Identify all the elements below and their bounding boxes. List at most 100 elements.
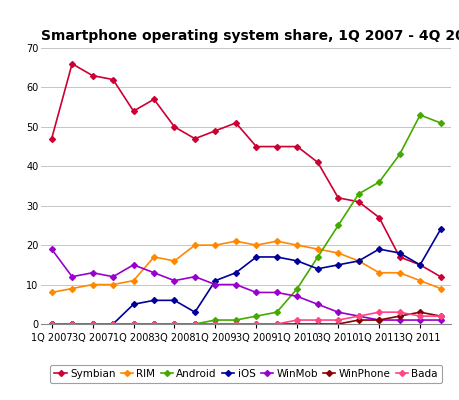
RIM bbox=[49, 290, 54, 295]
Symbian bbox=[110, 77, 116, 82]
iOS bbox=[335, 262, 340, 267]
Android bbox=[294, 286, 299, 291]
RIM bbox=[396, 270, 402, 275]
RIM bbox=[130, 278, 136, 283]
Bada bbox=[233, 322, 238, 326]
WinMob bbox=[253, 290, 258, 295]
RIM bbox=[192, 243, 197, 248]
RIM bbox=[90, 282, 95, 287]
Android bbox=[212, 318, 218, 322]
Bada bbox=[192, 322, 197, 326]
Bada bbox=[416, 314, 422, 318]
iOS bbox=[294, 258, 299, 263]
Line: WinMob: WinMob bbox=[50, 247, 442, 322]
iOS bbox=[69, 322, 75, 326]
RIM bbox=[294, 243, 299, 248]
iOS bbox=[274, 254, 279, 259]
Bada bbox=[90, 322, 95, 326]
Symbian bbox=[233, 120, 238, 125]
Android bbox=[151, 322, 157, 326]
RIM bbox=[437, 286, 442, 291]
iOS bbox=[110, 322, 116, 326]
Android bbox=[90, 322, 95, 326]
WinPhone bbox=[69, 322, 75, 326]
iOS bbox=[171, 298, 177, 303]
Line: Android: Android bbox=[50, 113, 442, 326]
RIM bbox=[416, 278, 422, 283]
Symbian bbox=[151, 97, 157, 102]
RIM bbox=[212, 243, 218, 248]
iOS bbox=[396, 251, 402, 256]
WinPhone bbox=[355, 318, 361, 322]
Android bbox=[274, 310, 279, 314]
Android bbox=[375, 180, 381, 184]
WinMob bbox=[375, 318, 381, 322]
WinMob bbox=[110, 274, 116, 279]
iOS bbox=[130, 302, 136, 307]
RIM bbox=[171, 258, 177, 263]
Bada bbox=[437, 314, 442, 318]
iOS bbox=[416, 262, 422, 267]
Line: iOS: iOS bbox=[50, 227, 442, 326]
WinPhone bbox=[110, 322, 116, 326]
WinPhone bbox=[49, 322, 54, 326]
Symbian bbox=[90, 73, 95, 78]
WinPhone bbox=[274, 322, 279, 326]
Symbian bbox=[335, 196, 340, 200]
RIM bbox=[314, 247, 320, 252]
RIM bbox=[375, 270, 381, 275]
Android bbox=[192, 322, 197, 326]
WinPhone bbox=[90, 322, 95, 326]
Android bbox=[171, 322, 177, 326]
Android bbox=[49, 322, 54, 326]
iOS bbox=[314, 266, 320, 271]
WinMob bbox=[49, 247, 54, 252]
RIM bbox=[69, 286, 75, 291]
iOS bbox=[437, 227, 442, 232]
WinPhone bbox=[416, 310, 422, 314]
WinMob bbox=[171, 278, 177, 283]
RIM bbox=[335, 251, 340, 256]
WinPhone bbox=[253, 322, 258, 326]
WinMob bbox=[90, 270, 95, 275]
WinPhone bbox=[437, 314, 442, 318]
Symbian bbox=[274, 144, 279, 149]
iOS bbox=[375, 247, 381, 252]
Symbian bbox=[212, 128, 218, 133]
Symbian bbox=[192, 136, 197, 141]
Android bbox=[69, 322, 75, 326]
iOS bbox=[192, 310, 197, 314]
Text: Smartphone operating system share, 1Q 2007 - 4Q 2011: Smartphone operating system share, 1Q 20… bbox=[41, 29, 459, 43]
iOS bbox=[212, 278, 218, 283]
WinMob bbox=[151, 270, 157, 275]
Symbian bbox=[49, 136, 54, 141]
Symbian bbox=[130, 109, 136, 114]
WinMob bbox=[212, 282, 218, 287]
Symbian bbox=[375, 215, 381, 220]
WinPhone bbox=[212, 322, 218, 326]
WinMob bbox=[233, 282, 238, 287]
Bada bbox=[130, 322, 136, 326]
Symbian bbox=[314, 160, 320, 165]
iOS bbox=[90, 322, 95, 326]
Bada bbox=[171, 322, 177, 326]
WinPhone bbox=[335, 322, 340, 326]
WinPhone bbox=[192, 322, 197, 326]
Android bbox=[253, 314, 258, 318]
RIM bbox=[274, 239, 279, 244]
Android bbox=[416, 113, 422, 118]
WinPhone bbox=[294, 322, 299, 326]
Bada bbox=[253, 322, 258, 326]
Line: Bada: Bada bbox=[50, 310, 442, 326]
Symbian bbox=[253, 144, 258, 149]
Line: WinPhone: WinPhone bbox=[50, 310, 442, 326]
Android bbox=[314, 254, 320, 259]
iOS bbox=[233, 270, 238, 275]
Bada bbox=[396, 310, 402, 314]
RIM bbox=[110, 282, 116, 287]
Bada bbox=[294, 318, 299, 322]
RIM bbox=[355, 258, 361, 263]
WinPhone bbox=[233, 322, 238, 326]
Android bbox=[110, 322, 116, 326]
WinPhone bbox=[396, 314, 402, 318]
